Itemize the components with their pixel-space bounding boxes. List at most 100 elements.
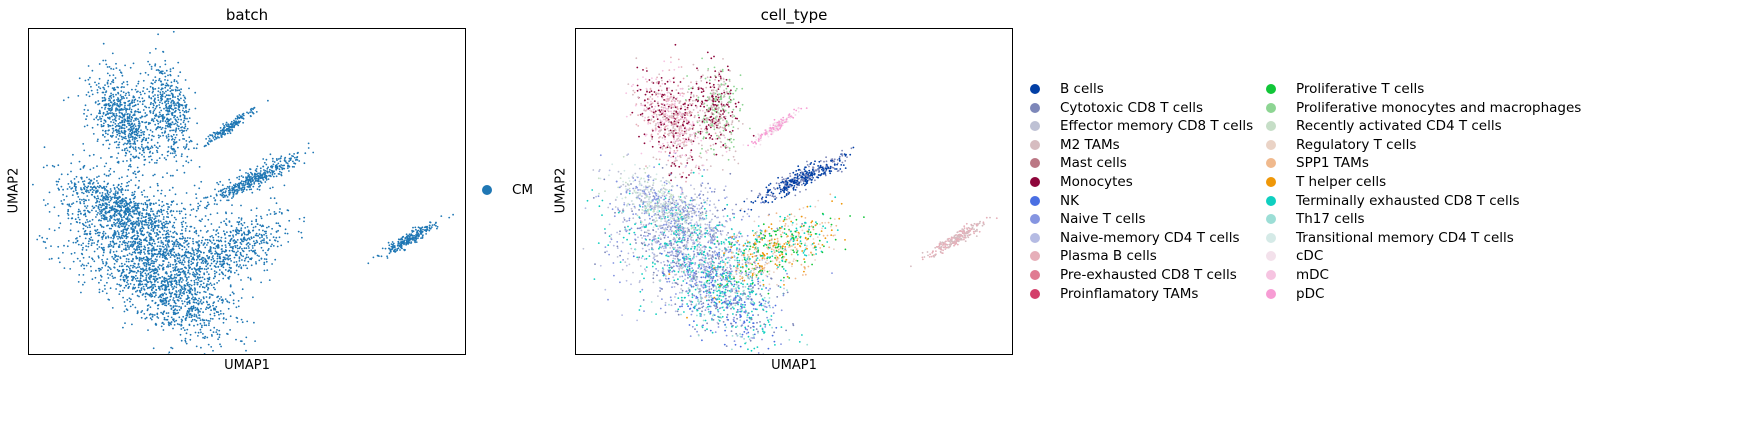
scatter-point — [213, 270, 216, 272]
scatter-point — [194, 290, 196, 292]
scatter-point — [122, 296, 124, 299]
scatter-point — [107, 139, 109, 142]
scatter-point — [152, 314, 154, 316]
scatter-point — [129, 305, 132, 308]
scatter-point — [136, 241, 139, 244]
scatter-point — [263, 241, 265, 244]
scatter-point — [130, 179, 132, 182]
scatter-point — [172, 224, 175, 227]
scatter-point — [145, 316, 148, 319]
scatter-point — [62, 251, 64, 254]
scatter-point — [87, 109, 89, 112]
scatter-point — [103, 122, 105, 125]
scatter-point — [149, 317, 152, 320]
scatter-point — [169, 152, 172, 155]
scatter-point — [153, 109, 156, 112]
scatter-point — [210, 223, 213, 225]
scatter-point — [120, 108, 123, 110]
scatter-point — [275, 230, 278, 233]
scatter-point — [159, 115, 161, 118]
scatter-point — [166, 222, 168, 225]
scatter-point — [89, 232, 92, 235]
scatter-point — [238, 217, 240, 219]
scatter-point — [99, 198, 102, 201]
scatter-point — [111, 127, 114, 130]
scatter-point — [95, 84, 98, 86]
scatter-point — [435, 224, 437, 227]
scatter-point — [253, 106, 256, 109]
scatter-point — [167, 102, 170, 105]
scatter-point — [122, 160, 125, 163]
scatter-point — [260, 174, 263, 176]
scatter-point — [119, 290, 122, 293]
scatter-point — [85, 189, 88, 191]
scatter-point — [118, 244, 121, 246]
scatter-point — [191, 297, 193, 300]
scatter-point — [220, 236, 223, 239]
scatter-point — [102, 129, 104, 132]
scatter-point — [259, 172, 261, 175]
scatter-point — [419, 230, 422, 233]
scatter-point — [160, 128, 163, 131]
scatter-point — [225, 218, 228, 220]
scatter-point — [90, 113, 93, 116]
scatter-point — [144, 258, 147, 261]
scatter-point — [181, 223, 184, 226]
scatter-point — [257, 177, 260, 180]
scatter-point — [238, 114, 241, 116]
scatter-point — [115, 136, 118, 138]
scatter-point — [206, 283, 209, 286]
scatter-point — [89, 239, 92, 241]
scatter-point — [249, 180, 252, 183]
scatter-point — [154, 242, 156, 245]
scatter-point — [208, 283, 210, 286]
scatter-point — [98, 63, 101, 65]
scatter-point — [123, 114, 126, 116]
scatter-point — [105, 202, 107, 205]
scatter-point — [222, 321, 225, 324]
scatter-point — [157, 134, 160, 137]
scatter-point — [164, 223, 167, 226]
scatter-point — [207, 203, 210, 206]
scatter-point — [178, 139, 181, 141]
scatter-point — [248, 247, 250, 249]
scatter-point — [195, 278, 198, 281]
scatter-point — [125, 231, 128, 234]
scatter-point — [204, 144, 207, 147]
scatter-point — [192, 240, 194, 243]
scatter-point — [138, 295, 140, 298]
scatter-point — [91, 183, 94, 185]
scatter-point — [227, 130, 230, 132]
scatter-point — [69, 268, 72, 270]
scatter-point — [304, 152, 307, 155]
scatter-point — [70, 217, 73, 220]
scatter-point — [85, 245, 87, 248]
scatter-point — [150, 101, 152, 104]
scatter-point — [150, 68, 153, 70]
scatter-point — [201, 260, 204, 263]
scatter-point — [252, 240, 255, 243]
scatter-point — [118, 115, 121, 118]
scatter-point — [140, 287, 143, 289]
scatter-point — [198, 273, 201, 276]
scatter-point — [149, 238, 151, 240]
scatter-point — [144, 272, 147, 275]
scatter-point — [275, 236, 278, 239]
scatter-point — [58, 261, 61, 264]
scatter-point — [213, 314, 216, 317]
scatter-point — [135, 280, 138, 282]
scatter-point — [152, 102, 154, 105]
scatter-point — [164, 233, 167, 236]
scatter-point — [272, 163, 275, 166]
scatter-point — [155, 69, 158, 71]
scatter-point — [217, 338, 220, 341]
scatter-point — [41, 236, 44, 239]
scatter-point — [89, 168, 92, 171]
scatter-point — [197, 247, 200, 250]
scatter-point — [159, 288, 161, 291]
scatter-point — [203, 353, 206, 354]
scatter-point — [280, 174, 283, 177]
scatter-point — [97, 239, 100, 242]
scatter-point — [223, 126, 226, 129]
scatter-point — [165, 122, 168, 124]
